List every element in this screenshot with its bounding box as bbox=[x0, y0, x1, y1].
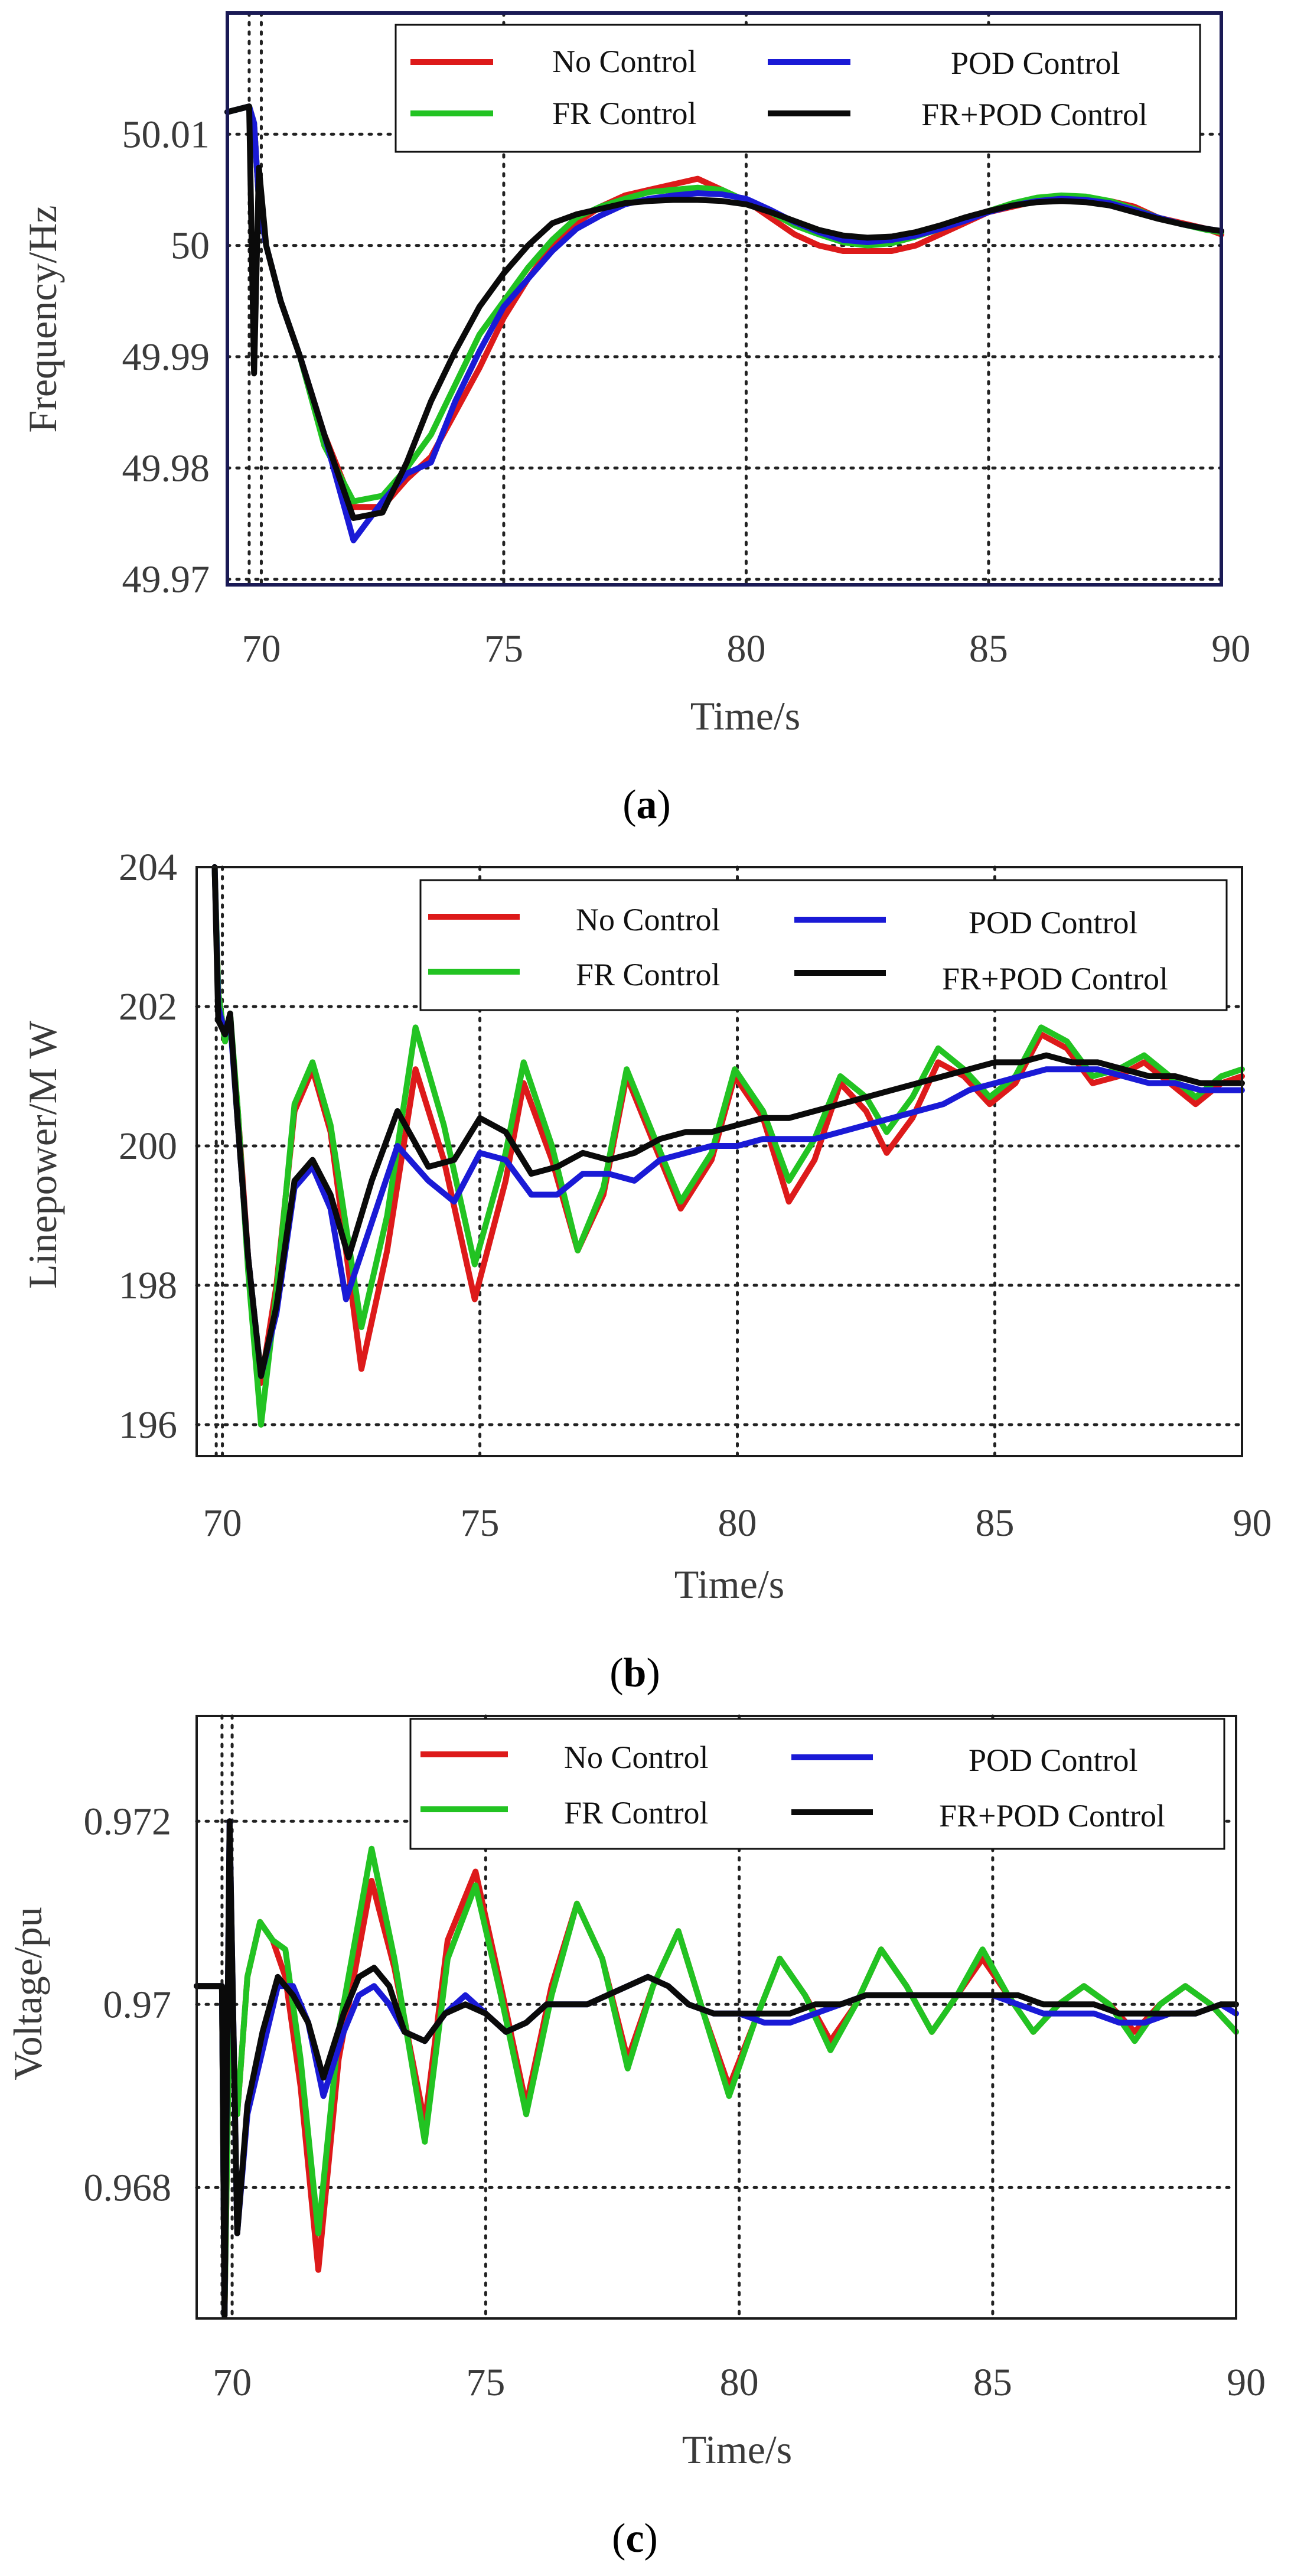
plot-frame bbox=[195, 1715, 1237, 2320]
y-tick-label: 204 bbox=[119, 846, 177, 889]
x-axis-label: Time/s bbox=[690, 693, 800, 738]
legend-box bbox=[419, 879, 1228, 1011]
x-tick-label: 70 bbox=[242, 627, 281, 670]
series-lines bbox=[211, 864, 1245, 1428]
legend: No Control FR Control POD Control FR+POD… bbox=[409, 1718, 1225, 1850]
legend-box bbox=[409, 1718, 1225, 1850]
y-axis-label: Voltage/pu bbox=[5, 1907, 50, 2080]
x-tick-label: 90 bbox=[1211, 627, 1250, 670]
x-tick-label: 80 bbox=[718, 1502, 757, 1545]
legend-label-fr-control: FR Control bbox=[576, 957, 721, 992]
x-tick-label: 80 bbox=[726, 627, 765, 670]
series-lines bbox=[224, 103, 1224, 543]
x-tick-label: 75 bbox=[461, 1502, 500, 1545]
y-tick-label: 0.972 bbox=[84, 1800, 172, 1843]
x-tick-labels: 70 75 80 85 90 bbox=[203, 1502, 1272, 1545]
legend-label-pod-control: POD Control bbox=[951, 45, 1120, 81]
x-tick-labels: 70 75 80 85 90 bbox=[242, 627, 1250, 670]
y-tick-label: 200 bbox=[119, 1125, 177, 1168]
panel-caption-a: (a) bbox=[622, 782, 671, 828]
panel-caption-b: (b) bbox=[609, 1650, 660, 1696]
panel-c-voltage-chart: 0.968 0.97 0.972 70 75 80 85 90 Voltage/pu Tim… bbox=[5, 1714, 1266, 2561]
plot-frame bbox=[195, 866, 1243, 1457]
legend-label-fr-pod-control: FR+POD Control bbox=[939, 1798, 1165, 1834]
legend-label-no-control: No Control bbox=[552, 44, 697, 79]
y-tick-label: 49.97 bbox=[122, 558, 210, 601]
caption-letter: a bbox=[637, 782, 657, 828]
x-tick-label: 85 bbox=[969, 627, 1008, 670]
panel-caption-c: (c) bbox=[612, 2516, 658, 2561]
legend-label-fr-control: FR Control bbox=[564, 1795, 709, 1831]
x-tick-label: 75 bbox=[466, 2361, 505, 2404]
x-tick-label: 90 bbox=[1227, 2361, 1266, 2404]
legend-label-fr-pod-control: FR+POD Control bbox=[921, 97, 1147, 132]
x-tick-label: 70 bbox=[213, 2361, 252, 2404]
x-tick-labels: 70 75 80 85 90 bbox=[213, 2361, 1266, 2404]
x-axis-label: Time/s bbox=[682, 2427, 792, 2472]
caption-letter: c bbox=[625, 2516, 644, 2561]
legend: No Control FR Control POD Control FR+POD… bbox=[395, 24, 1201, 153]
legend-label-no-control: No Control bbox=[564, 1740, 709, 1775]
series-line-fr-control bbox=[224, 103, 1224, 504]
caption-letter: b bbox=[624, 1650, 647, 1696]
y-tick-label: 198 bbox=[119, 1264, 177, 1307]
x-tick-label: 85 bbox=[973, 2361, 1012, 2404]
y-tick-label: 0.97 bbox=[103, 1983, 172, 2026]
x-tick-label: 85 bbox=[975, 1502, 1014, 1545]
x-tick-label: 70 bbox=[203, 1502, 242, 1545]
y-tick-labels: 49.97 49.98 49.99 50 50.01 bbox=[122, 113, 210, 601]
series-line-no-control bbox=[224, 103, 1224, 510]
series-line-fr-pod-control bbox=[194, 1818, 1239, 2319]
x-tick-label: 90 bbox=[1233, 1502, 1272, 1545]
y-axis-label: Frequency/Hz bbox=[20, 205, 65, 432]
legend-box bbox=[395, 24, 1201, 153]
legend-label-fr-control: FR Control bbox=[552, 96, 697, 131]
x-tick-label: 80 bbox=[720, 2361, 759, 2404]
x-axis-label: Time/s bbox=[674, 1562, 784, 1607]
plot-frame bbox=[226, 11, 1223, 587]
y-tick-labels: 196 198 200 202 204 bbox=[119, 846, 177, 1447]
legend-label-pod-control: POD Control bbox=[969, 905, 1138, 940]
x-tick-label: 75 bbox=[484, 627, 523, 670]
legend-label-fr-pod-control: FR+POD Control bbox=[942, 961, 1168, 996]
y-axis-label: Linepower/M W bbox=[20, 1020, 65, 1289]
y-tick-label: 202 bbox=[119, 985, 177, 1028]
y-tick-label: 50.01 bbox=[122, 113, 210, 156]
y-tick-label: 49.99 bbox=[122, 336, 210, 379]
panel-b-linepower-chart: 196 198 200 202 204 70 75 80 85 90 Linepower/M W… bbox=[20, 846, 1272, 1696]
series-line-pod-control bbox=[194, 1818, 1239, 2319]
y-tick-label: 0.968 bbox=[84, 2166, 172, 2209]
series-lines bbox=[194, 1818, 1239, 2319]
legend: No Control FR Control POD Control FR+POD… bbox=[419, 879, 1228, 1011]
series-line-fr-control bbox=[211, 864, 1245, 1428]
y-tick-label: 196 bbox=[119, 1403, 177, 1447]
series-line-fr-control bbox=[194, 1845, 1239, 2319]
y-tick-labels: 0.968 0.97 0.972 bbox=[84, 1800, 172, 2209]
y-tick-label: 50 bbox=[171, 224, 210, 268]
panel-a-frequency-chart: 49.97 49.98 49.99 50 50.01 70 75 80 85 90 Freque… bbox=[20, 11, 1250, 828]
series-line-fr-pod-control bbox=[211, 864, 1245, 1379]
legend-label-pod-control: POD Control bbox=[969, 1743, 1138, 1778]
series-line-pod-control bbox=[224, 103, 1224, 543]
legend-label-no-control: No Control bbox=[576, 902, 721, 937]
y-tick-label: 49.98 bbox=[122, 447, 210, 490]
series-line-fr-pod-control bbox=[224, 103, 1224, 521]
